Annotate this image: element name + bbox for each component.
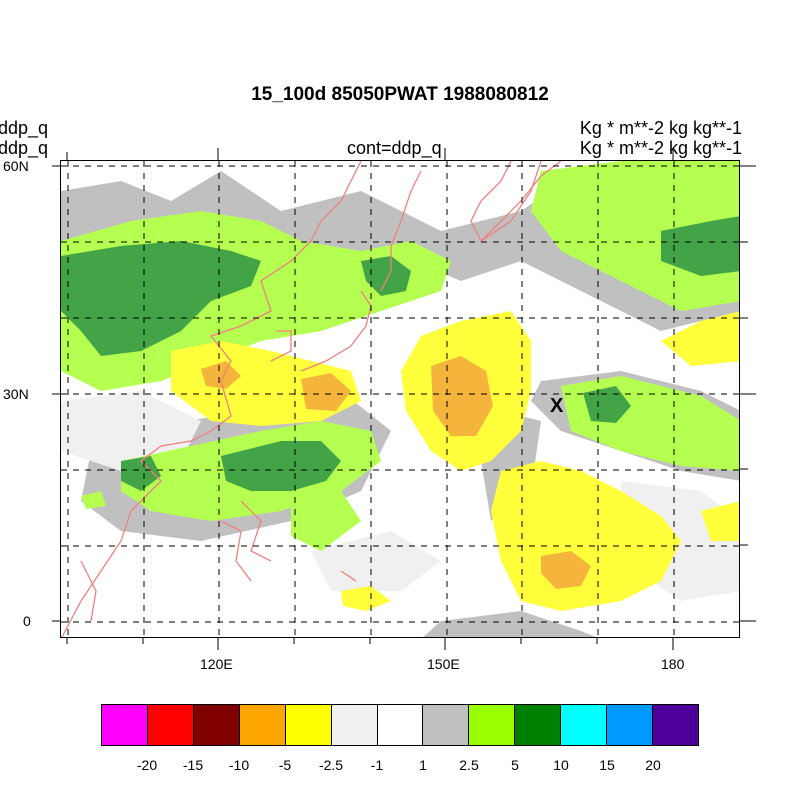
colorbar-box — [285, 705, 332, 745]
colorbar-label: 15 — [599, 757, 615, 773]
storm-marker: X — [550, 395, 564, 417]
colorbar-label: 10 — [553, 757, 569, 773]
colorbar-box — [653, 705, 698, 745]
colorbar-box — [423, 705, 470, 745]
colorbar-box — [515, 705, 562, 745]
lon-label-150e: 150E — [427, 656, 460, 672]
colorbar-label: -10 — [228, 757, 250, 773]
contour-map: X — [61, 161, 739, 637]
plot-title: 15_100d 85050PWAT 1988080812 — [251, 84, 549, 105]
left-header-1: ddp_q — [0, 118, 49, 138]
colorbar-box — [102, 705, 148, 745]
colorbar-label: 5 — [511, 757, 519, 773]
colorbar-label: -1 — [370, 757, 384, 773]
center-header: cont=ddp_q — [347, 138, 442, 158]
colorbar-box — [147, 705, 194, 745]
right-header-1: Kg * m**-2 kg kg**-1 — [579, 118, 742, 138]
field-green — [61, 216, 739, 491]
lon-label-180: 180 — [661, 656, 685, 672]
left-header-2: ddp_q — [0, 138, 49, 158]
colorbar-label: -20 — [136, 757, 158, 773]
colorbar-label: 1 — [419, 757, 427, 773]
right-header-2: Kg * m**-2 kg kg**-1 — [579, 138, 742, 158]
colorbar-box — [239, 705, 286, 745]
colorbar-label: -15 — [182, 757, 204, 773]
colorbar-label: 20 — [645, 757, 661, 773]
colorbar-box — [469, 705, 516, 745]
graticule — [61, 161, 739, 637]
colorbar-box — [561, 705, 608, 745]
lon-label-120e: 120E — [200, 656, 233, 672]
colorbar-label: -2.5 — [318, 757, 344, 773]
colorbar-box — [607, 705, 654, 745]
colorbar-box — [193, 705, 240, 745]
colorbar-label: -5 — [278, 757, 292, 773]
lat-label-30n: 30N — [3, 386, 29, 402]
colorbar-box — [377, 705, 424, 745]
colorbar-box — [331, 705, 378, 745]
colorbar — [101, 704, 699, 746]
colorbar-label: 2.5 — [459, 757, 479, 773]
map-panel: X — [60, 160, 740, 638]
coastlines — [61, 161, 562, 637]
lat-label-60n: 60N — [3, 158, 29, 174]
lat-label-0: 0 — [23, 613, 31, 629]
